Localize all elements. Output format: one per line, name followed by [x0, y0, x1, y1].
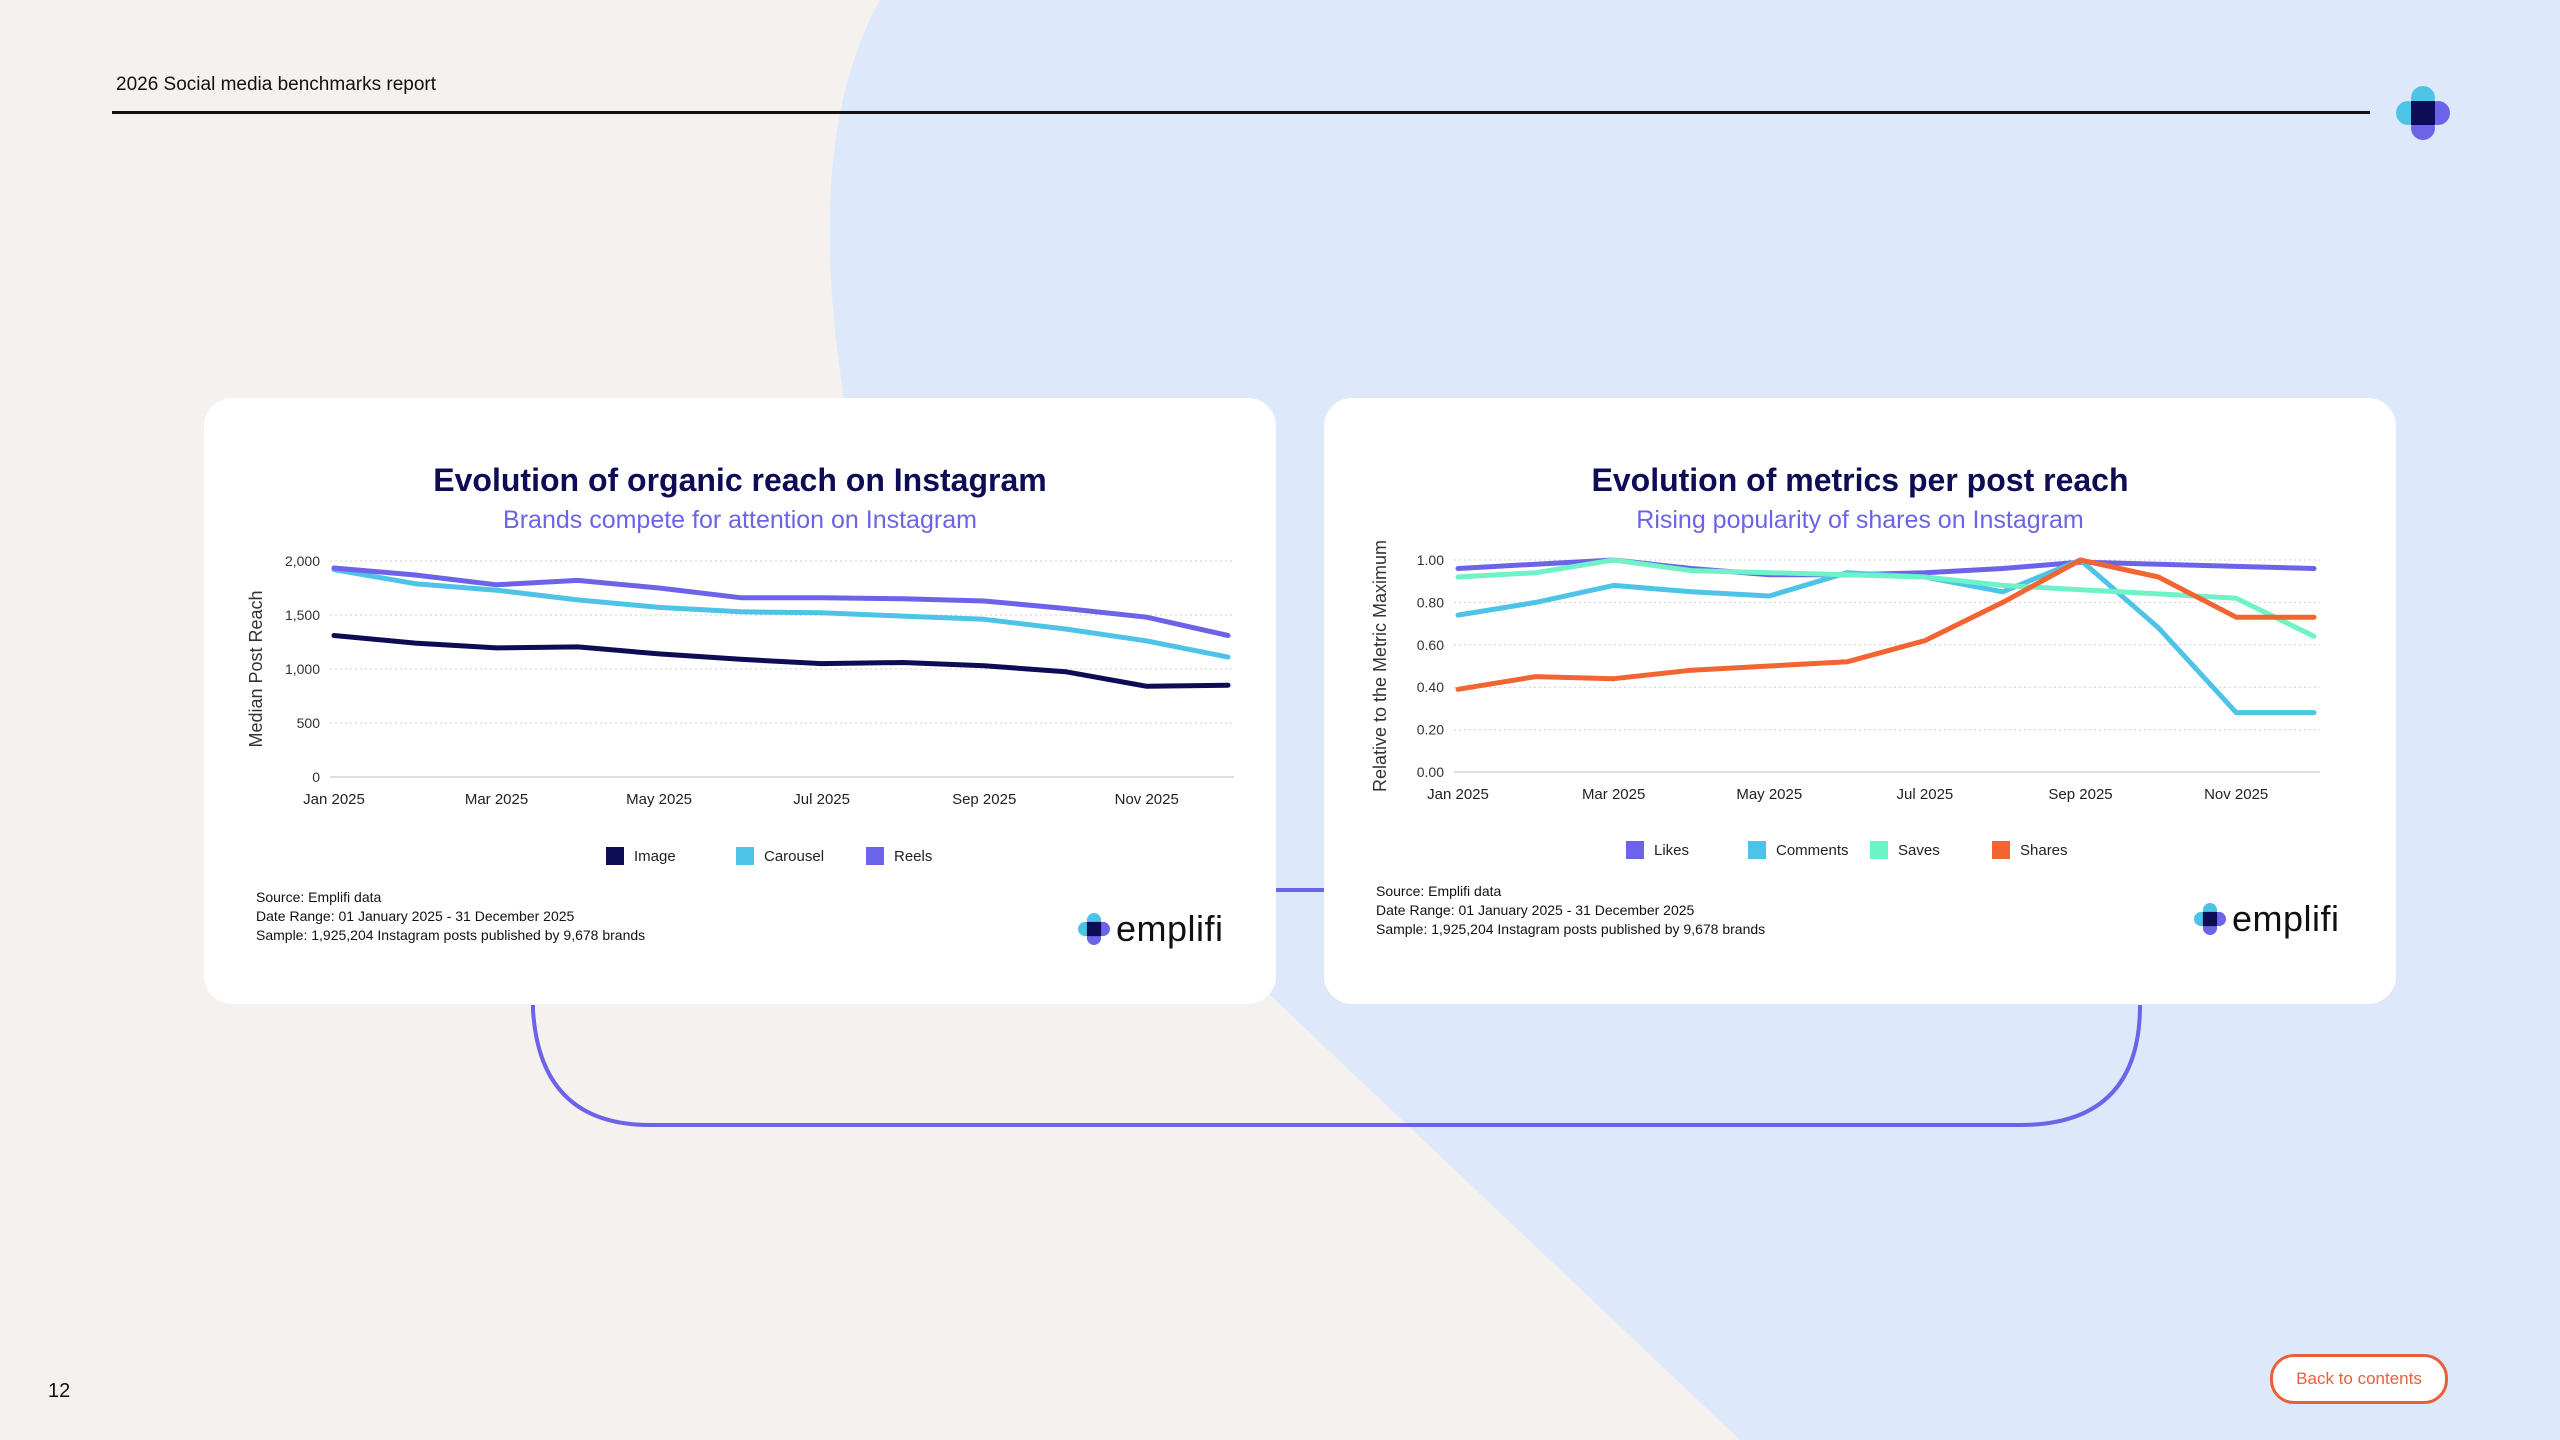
- legend-swatch-reels: [866, 847, 884, 865]
- chart-subtitle: Rising popularity of shares on Instagram: [1636, 506, 2084, 534]
- organic-reach-line-chart: 2,000 1,500 1,000 500 0 Jan 2025 Mar 2025 May 2…: [246, 553, 1234, 865]
- source-line: Source: Emplifi data: [1376, 883, 1502, 899]
- emplifi-logo-icon: [2396, 86, 2450, 140]
- metrics-per-reach-line-chart: 1.00 0.80 0.60 0.40 0.20 0.00 Jan 2025 Mar 2025…: [1370, 540, 2320, 859]
- series-line-shares: [1455, 557, 2317, 692]
- y-tick-label: 0.80: [1417, 594, 1444, 610]
- legend-swatch-likes: [1626, 841, 1644, 859]
- chart-title: Evolution of metrics per post reach: [1591, 462, 2129, 498]
- y-axis-label: Relative to the Metric Maximum: [1370, 540, 1390, 792]
- legend-label-likes: Likes: [1654, 842, 1689, 859]
- legend-swatch-image: [606, 847, 624, 865]
- legend-label-reels: Reels: [894, 848, 932, 865]
- chart-source: Source: Emplifi data Date Range: 01 Janu…: [256, 888, 645, 945]
- series-line-saves: [1455, 557, 2317, 639]
- legend-swatch-carousel: [736, 847, 754, 865]
- y-tick-label: 1.00: [1417, 552, 1444, 568]
- legend-swatch-comments: [1748, 841, 1766, 859]
- series-line-carousel: [331, 567, 1231, 660]
- emplifi-logo-icon: [1078, 913, 1110, 945]
- x-tick-label: Mar 2025: [1582, 786, 1645, 803]
- y-tick-label: 1,000: [285, 661, 320, 677]
- series-line-image: [331, 633, 1231, 689]
- source-line: Source: Emplifi data: [256, 889, 382, 905]
- x-tick-label: Sep 2025: [2048, 786, 2112, 803]
- page-number: 12: [48, 1380, 71, 1402]
- x-tick-label: Jul 2025: [793, 791, 850, 808]
- legend-label-carousel: Carousel: [764, 848, 824, 865]
- x-tick-label: Jan 2025: [1427, 786, 1489, 803]
- x-tick-label: Jan 2025: [303, 791, 365, 808]
- x-tick-label: Mar 2025: [465, 791, 528, 808]
- x-tick-label: Sep 2025: [952, 791, 1016, 808]
- chart-title: Evolution of organic reach on Instagram: [433, 462, 1047, 498]
- x-tick-label: Jul 2025: [1897, 786, 1954, 803]
- sample-line: Sample: 1,925,204 Instagram posts publis…: [1376, 921, 1766, 937]
- chart-card-organic-reach: Evolution of organic reach on Instagram …: [204, 398, 1276, 1004]
- date-range-line: Date Range: 01 January 2025 - 31 Decembe…: [1376, 902, 1695, 918]
- report-title: 2026 Social media benchmarks report: [116, 74, 437, 95]
- brand-logo: emplifi: [1078, 908, 1224, 950]
- legend-swatch-saves: [1870, 841, 1888, 859]
- date-range-line: Date Range: 01 January 2025 - 31 Decembe…: [256, 908, 575, 924]
- legend-label-comments: Comments: [1776, 842, 1849, 859]
- y-tick-label: 0.60: [1417, 637, 1444, 653]
- legend-swatch-shares: [1992, 841, 2010, 859]
- back-to-contents-button[interactable]: Back to contents: [2270, 1354, 2448, 1404]
- y-tick-label: 0.40: [1417, 679, 1444, 695]
- y-tick-label: 500: [297, 715, 321, 731]
- y-tick-label: 2,000: [285, 553, 320, 569]
- legend-label-shares: Shares: [2020, 842, 2068, 859]
- chart-card-metrics-per-reach: Evolution of metrics per post reach Risi…: [1324, 398, 2396, 1004]
- x-tick-label: May 2025: [1736, 786, 1802, 803]
- series-line-reels: [331, 565, 1231, 638]
- legend-label-image: Image: [634, 848, 676, 865]
- y-tick-label: 0.20: [1417, 722, 1444, 738]
- sample-line: Sample: 1,925,204 Instagram posts publis…: [256, 927, 646, 943]
- y-tick-label: 0.00: [1417, 764, 1444, 780]
- brand-wordmark: emplifi: [2232, 898, 2340, 939]
- x-tick-label: Nov 2025: [2204, 786, 2268, 803]
- brand-logo: emplifi: [2194, 898, 2340, 940]
- legend-label-saves: Saves: [1898, 842, 1940, 859]
- series-line-comments: [1455, 557, 2317, 716]
- y-axis-label: Median Post Reach: [246, 590, 266, 747]
- emplifi-logo-icon: [2194, 903, 2226, 935]
- header-divider: [112, 111, 2370, 114]
- chart-subtitle: Brands compete for attention on Instagra…: [503, 506, 977, 534]
- brand-wordmark: emplifi: [1116, 908, 1224, 949]
- chart-source: Source: Emplifi data Date Range: 01 Janu…: [1376, 882, 1765, 939]
- x-tick-label: Nov 2025: [1115, 791, 1179, 808]
- y-tick-label: 1,500: [285, 607, 320, 623]
- x-tick-label: May 2025: [626, 791, 692, 808]
- y-tick-label: 0: [312, 769, 320, 785]
